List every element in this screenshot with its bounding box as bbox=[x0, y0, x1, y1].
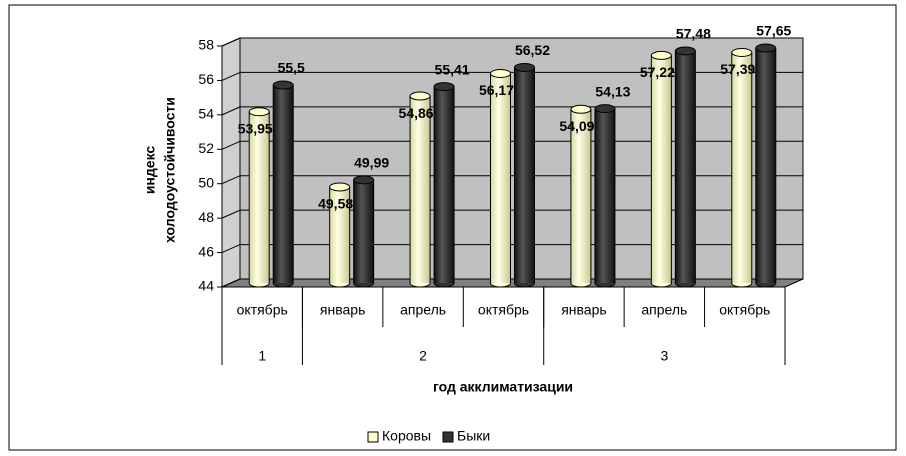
grid-line bbox=[221, 244, 241, 254]
x-tick-label: октябрь bbox=[237, 302, 288, 318]
x-tick-label: апрель bbox=[400, 302, 446, 318]
data-label: 49,58 bbox=[318, 196, 353, 212]
grid-line bbox=[221, 209, 241, 219]
x-tick-label: октябрь bbox=[719, 302, 770, 318]
bar-top bbox=[514, 62, 535, 72]
bar bbox=[731, 52, 752, 283]
data-label: 57,48 bbox=[676, 26, 711, 42]
y-axis-label: индекс bbox=[142, 146, 158, 195]
y-tick-label: 58 bbox=[198, 37, 214, 53]
bar-top bbox=[409, 91, 431, 101]
data-label: 56,17 bbox=[479, 82, 514, 98]
y-tick-label: 52 bbox=[198, 140, 214, 156]
bar-top bbox=[433, 82, 455, 92]
bar-top bbox=[272, 80, 294, 90]
bar bbox=[514, 67, 535, 283]
x-tick-label: январь bbox=[561, 302, 606, 318]
bar-top bbox=[570, 104, 592, 114]
bar-top bbox=[650, 50, 672, 60]
bar bbox=[651, 55, 672, 284]
grid-line bbox=[221, 278, 241, 288]
bar bbox=[329, 186, 350, 283]
x-tick-label: октябрь bbox=[478, 302, 529, 318]
grid-line bbox=[221, 37, 241, 47]
bar-top bbox=[731, 48, 753, 58]
data-label: 57,22 bbox=[640, 64, 675, 80]
bar-top bbox=[248, 107, 270, 117]
bar-top bbox=[490, 69, 511, 79]
data-label: 56,52 bbox=[515, 42, 550, 58]
data-label: 57,39 bbox=[720, 61, 755, 77]
grid-line bbox=[221, 175, 241, 185]
y-axis-label: холодоустойчивости bbox=[162, 97, 178, 243]
y-tick-label: 46 bbox=[198, 243, 214, 259]
bar-top bbox=[755, 43, 777, 53]
bar bbox=[570, 109, 591, 283]
y-tick-label: 48 bbox=[198, 209, 214, 225]
data-label: 54,86 bbox=[399, 105, 434, 121]
y-tick-label: 44 bbox=[198, 278, 214, 294]
data-label: 57,65 bbox=[756, 23, 791, 39]
bar bbox=[594, 108, 615, 283]
bar-top bbox=[594, 104, 616, 114]
bar bbox=[675, 50, 696, 283]
bar-top bbox=[674, 46, 696, 56]
bar bbox=[434, 86, 455, 284]
grid-line bbox=[221, 71, 241, 81]
legend-swatch bbox=[442, 431, 454, 443]
y-tick-label: 56 bbox=[198, 71, 214, 87]
bar bbox=[249, 111, 270, 283]
x-axis-label: год акклиматизации bbox=[433, 379, 573, 395]
data-label: 55,41 bbox=[435, 61, 470, 77]
bar bbox=[353, 179, 374, 283]
x-tick-label: апрель bbox=[641, 302, 687, 318]
side-wall bbox=[221, 37, 241, 288]
bar-top bbox=[353, 175, 375, 185]
data-label: 55,5 bbox=[278, 60, 305, 76]
bar bbox=[410, 96, 431, 283]
grid-line bbox=[221, 106, 241, 116]
legend-label: Коровы bbox=[382, 428, 431, 444]
legend-label: Быки bbox=[457, 428, 490, 444]
bar-top bbox=[329, 182, 351, 192]
legend-swatch bbox=[367, 431, 379, 443]
data-label: 53,95 bbox=[238, 120, 273, 136]
bar bbox=[273, 85, 294, 284]
group-label: 2 bbox=[419, 348, 427, 364]
x-tick-label: январь bbox=[320, 302, 365, 318]
bar bbox=[755, 48, 776, 284]
floor bbox=[221, 278, 804, 288]
group-label: 1 bbox=[258, 348, 266, 364]
group-label: 3 bbox=[660, 348, 668, 364]
y-tick-label: 54 bbox=[198, 106, 214, 122]
data-label: 54,09 bbox=[559, 118, 594, 134]
grid-line bbox=[221, 140, 241, 150]
data-label: 49,99 bbox=[354, 155, 389, 171]
bar bbox=[490, 73, 511, 284]
y-tick-label: 50 bbox=[198, 174, 214, 190]
data-label: 54,13 bbox=[595, 83, 630, 99]
